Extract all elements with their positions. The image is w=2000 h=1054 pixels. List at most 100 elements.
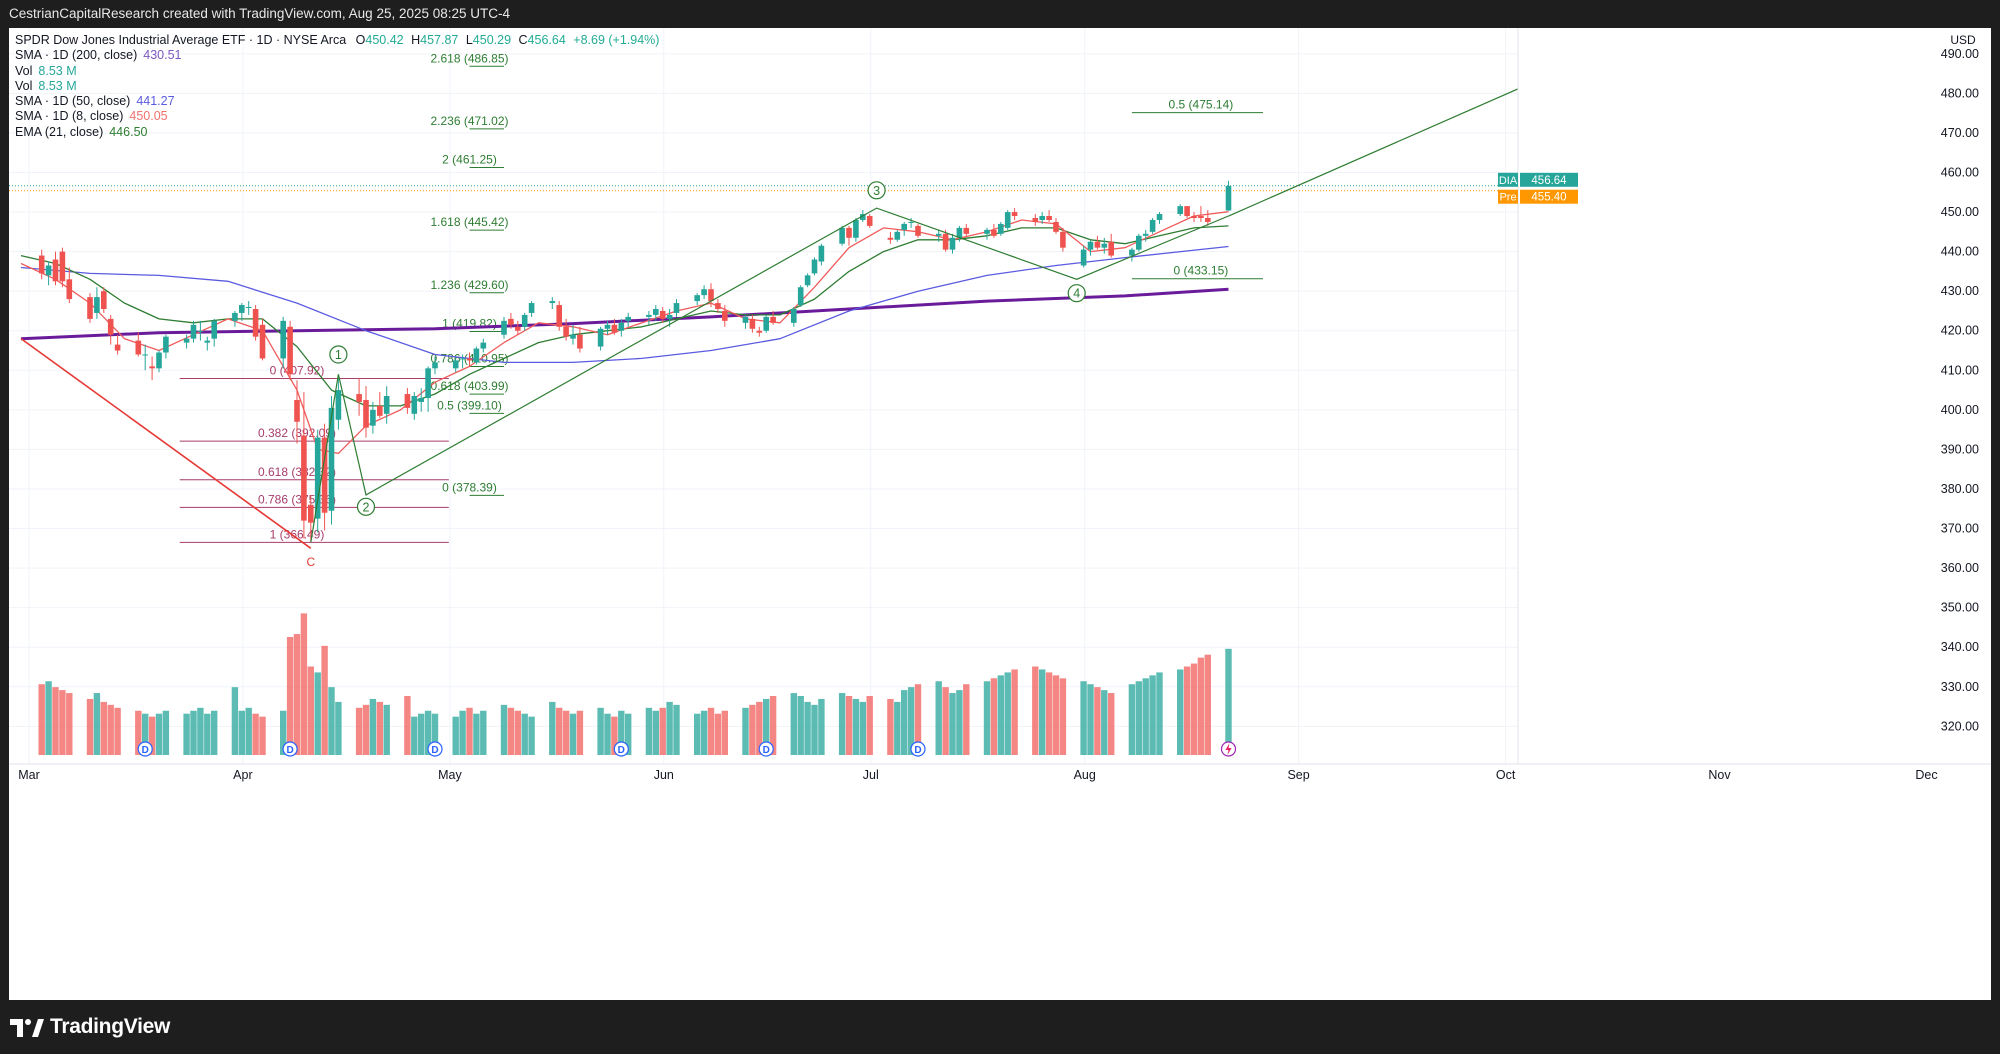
price-axis-background [1518, 28, 1991, 764]
dividend-circle [427, 741, 443, 757]
volume-bar [459, 710, 466, 755]
dividend-marker[interactable]: D [613, 741, 629, 757]
wave-label-4[interactable]: 4 [1067, 284, 1086, 303]
candle [314, 429, 321, 533]
volume-bar [901, 690, 908, 755]
volume-bar [59, 690, 66, 755]
price-tick-label: 390.00 [1941, 442, 1979, 456]
last-price-badge-value: 456.64 [1531, 175, 1567, 187]
candle [1053, 218, 1059, 234]
indicator-label: SMA · 1D (200, close) [15, 48, 138, 63]
candle [197, 320, 204, 341]
volume-bar [763, 698, 770, 755]
volume-bar [804, 701, 811, 755]
legend-indicator[interactable]: SMA · 1D (8, close) 450.05 [15, 109, 659, 124]
time-axis[interactable]: Mar Apr May Jun Jul Aug Sep Oct Nov Dec [9, 763, 1991, 1000]
volume-bar [866, 696, 873, 755]
volume-bar [521, 713, 528, 755]
ohlc-change: +8.69 (+1.94%) [573, 33, 660, 47]
indicator-label: SMA · 1D (50, close) [15, 94, 131, 109]
candle [998, 221, 1004, 236]
volume-bar [562, 710, 570, 755]
dividend-marker[interactable]: D [910, 741, 926, 757]
candle [94, 287, 100, 319]
legend-indicator[interactable]: EMA (21, close) 446.50 [15, 125, 659, 140]
volume-bar [576, 710, 584, 755]
candle-body [804, 275, 811, 286]
dividend-marker[interactable]: D [282, 741, 298, 757]
candle [763, 314, 769, 333]
candle-body [308, 504, 314, 523]
candle-body [101, 291, 107, 309]
candle-body [887, 237, 894, 240]
volume-bar [259, 716, 266, 755]
time-axis-label: Sep [1287, 768, 1309, 782]
candle-body [280, 320, 286, 359]
candle [404, 388, 411, 414]
candle [411, 392, 418, 420]
candle [294, 380, 300, 444]
candle [66, 267, 73, 304]
volume-bar [838, 693, 846, 755]
candle [866, 214, 873, 228]
volume-bar [859, 701, 866, 755]
candle [190, 320, 197, 343]
time-axis-label: Apr [233, 768, 252, 782]
wave-label-3[interactable]: 3 [867, 181, 886, 200]
candle-body [749, 318, 756, 329]
candle-body [328, 407, 335, 511]
candle [252, 305, 259, 341]
wave-label-2[interactable]: 2 [356, 497, 376, 516]
candle-body [791, 308, 797, 323]
candle-body [301, 435, 307, 521]
volume-bar [86, 698, 94, 755]
tradingview-logo[interactable]: TradingView [10, 1014, 170, 1040]
wave-label-1[interactable]: 1 [329, 345, 348, 364]
candle-body [335, 390, 342, 420]
legend-indicator[interactable]: Vol 8.53 M [15, 64, 659, 79]
volume-bar [135, 710, 142, 755]
legend-indicator[interactable]: Vol 8.53 M [15, 79, 659, 94]
volume-bar [528, 716, 535, 755]
candle [418, 388, 424, 412]
price-tick-label: 340.00 [1941, 640, 1979, 654]
candle [356, 378, 362, 416]
volume-bar [466, 707, 473, 755]
volume-bar [673, 704, 680, 755]
candle-body [701, 289, 707, 296]
volume-bar [238, 710, 245, 755]
dividend-marker[interactable]: D [427, 741, 443, 757]
indicator-value: 8.53 M [38, 78, 77, 93]
candle [232, 310, 238, 327]
legend-indicator[interactable]: SMA · 1D (200, close) 430.51 [15, 48, 659, 63]
volume-bar [604, 713, 611, 755]
chart-svg[interactable]: 0 (407.92)0.382 (392.09)0.618 (382.32)0.… [9, 28, 1991, 1000]
candle-body [625, 316, 631, 321]
candle [452, 358, 459, 373]
publisher-text: CestrianCapitalResearch created with Tra… [9, 6, 511, 21]
header-bar: CestrianCapitalResearch created with Tra… [0, 0, 2000, 28]
volume-bar [431, 713, 439, 755]
fib-mid-label: 0.5 (399.10) [437, 398, 502, 412]
candle [1205, 210, 1211, 226]
fib-left-label: 1 (366.49) [270, 527, 325, 541]
candle-body [935, 233, 942, 236]
time-axis-label: Aug [1074, 768, 1096, 782]
volume-bar [852, 698, 860, 755]
event-marker[interactable] [1220, 741, 1237, 757]
dividend-label: D [763, 745, 770, 756]
volume-bar [383, 704, 390, 755]
symbol-title[interactable]: SPDR Dow Jones Industrial Average ETF · … [15, 33, 347, 47]
dividend-marker[interactable]: D [137, 741, 153, 757]
dividend-marker[interactable]: D [758, 741, 774, 757]
volume-bar [666, 701, 673, 755]
chart-area[interactable]: 0 (407.92) 0.382 (392.09) 0.618 (382.32) 0.… [9, 28, 1991, 1000]
legend-indicator[interactable]: SMA · 1D (50, close) 441.27 [15, 94, 659, 109]
volume-bar [252, 713, 259, 755]
candle-body [956, 227, 963, 238]
candle-body [1032, 218, 1039, 222]
volume-bar [500, 704, 508, 755]
candle [804, 273, 811, 288]
price-tick-label: 480.00 [1941, 86, 1979, 100]
